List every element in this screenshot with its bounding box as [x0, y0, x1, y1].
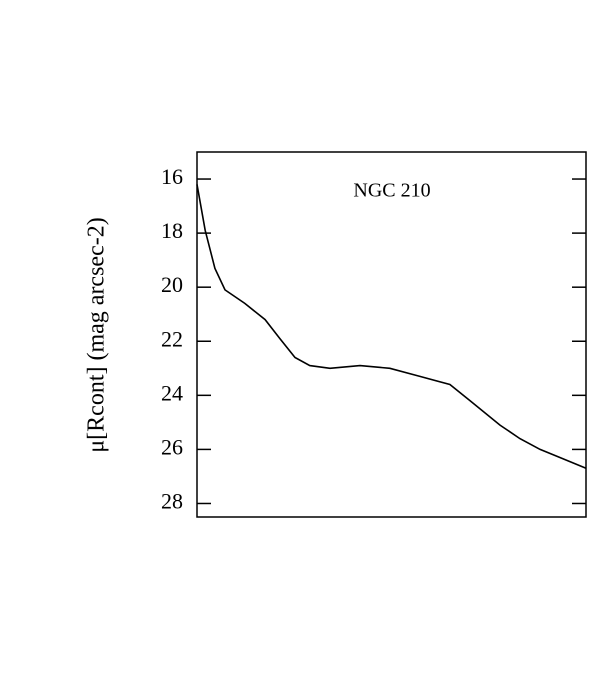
y-tick-label: 26 — [161, 434, 183, 459]
y-tick-label: 22 — [161, 326, 183, 351]
y-tick-label: 16 — [161, 164, 183, 189]
y-tick-label: 24 — [161, 380, 183, 405]
annotation: NGC 210 — [353, 180, 430, 202]
y-tick-label: 20 — [161, 272, 183, 297]
plot-frame — [196, 151, 587, 518]
data-line — [196, 184, 587, 470]
y-tick-label: 18 — [161, 218, 183, 243]
y-tick-label: 28 — [161, 489, 183, 514]
y-axis-label: μ[Rcont] (mag arcsec-2) — [84, 217, 110, 452]
